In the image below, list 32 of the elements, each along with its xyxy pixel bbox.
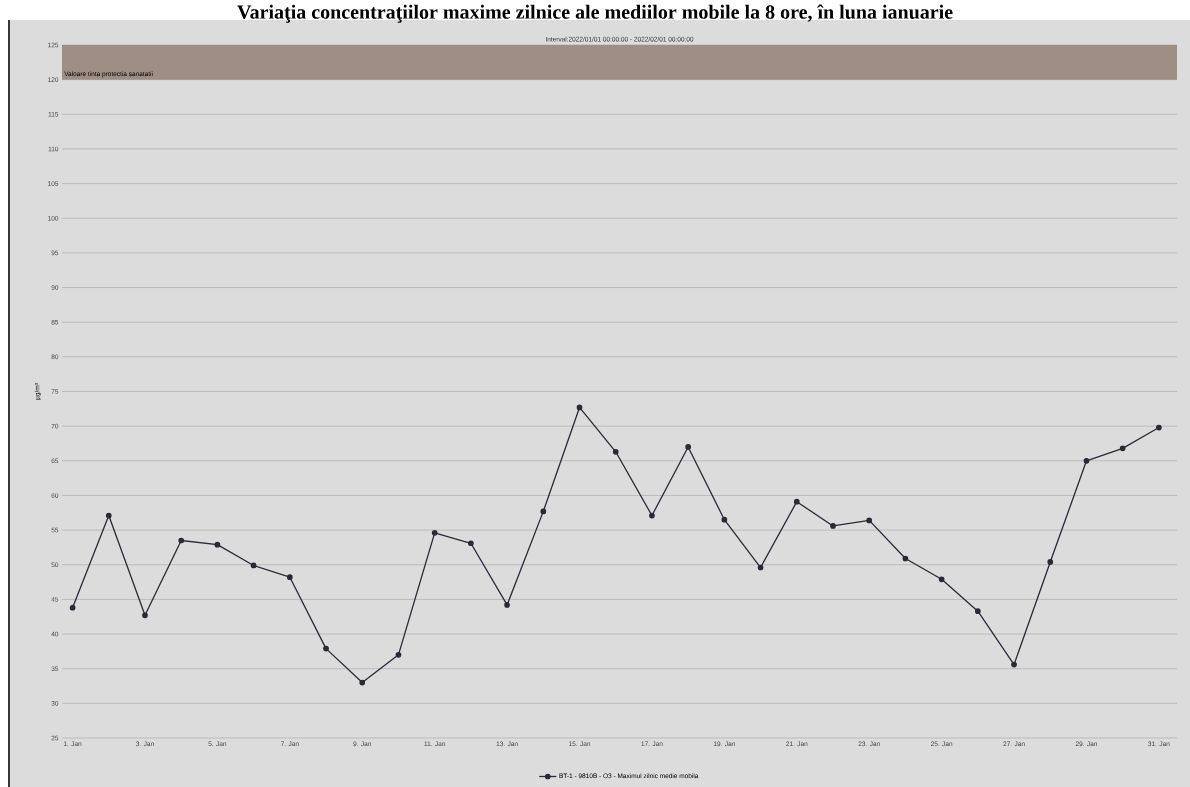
- point: [323, 645, 329, 652]
- point: [1119, 445, 1126, 452]
- point: [178, 537, 185, 544]
- point: [721, 516, 728, 523]
- chart-title: Variaţia concentraţiilor maxime zilnice ale mediilor mobile la 8 ore, în luna ianuarie: [237, 4, 953, 23]
- point: [757, 564, 764, 571]
- point: [793, 498, 800, 505]
- point: [69, 604, 76, 611]
- point: [866, 517, 873, 524]
- point: [395, 651, 402, 658]
- point: [1156, 424, 1162, 431]
- point: [649, 512, 655, 519]
- point: [504, 602, 510, 608]
- point: [938, 576, 945, 583]
- point: [576, 404, 583, 411]
- point: [685, 444, 691, 450]
- point: [974, 608, 981, 615]
- point: [431, 530, 438, 536]
- point: [902, 555, 909, 562]
- point: [214, 541, 221, 548]
- point: [612, 448, 619, 455]
- point: [105, 512, 112, 519]
- point: [830, 523, 836, 529]
- point: [142, 612, 148, 619]
- point: [286, 574, 293, 581]
- point: [359, 679, 366, 686]
- point: [540, 508, 547, 515]
- point: [1011, 661, 1017, 668]
- point: [250, 562, 257, 569]
- point: [1083, 457, 1090, 464]
- point: [468, 540, 474, 547]
- point: [1047, 559, 1054, 565]
